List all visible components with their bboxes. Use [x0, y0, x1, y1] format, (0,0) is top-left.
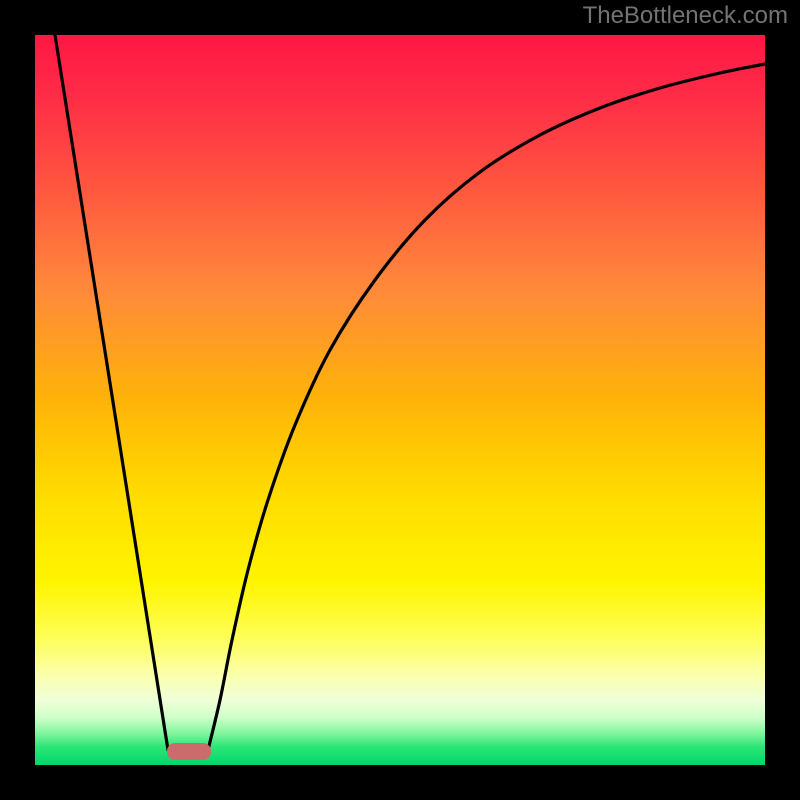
bottleneck-marker: [167, 743, 211, 760]
gradient-background: [35, 35, 765, 765]
page-root: { "canvas": { "width": 800, "height": 80…: [0, 0, 800, 800]
bottleneck-chart: [0, 0, 800, 800]
watermark-text: TheBottleneck.com: [583, 2, 788, 30]
